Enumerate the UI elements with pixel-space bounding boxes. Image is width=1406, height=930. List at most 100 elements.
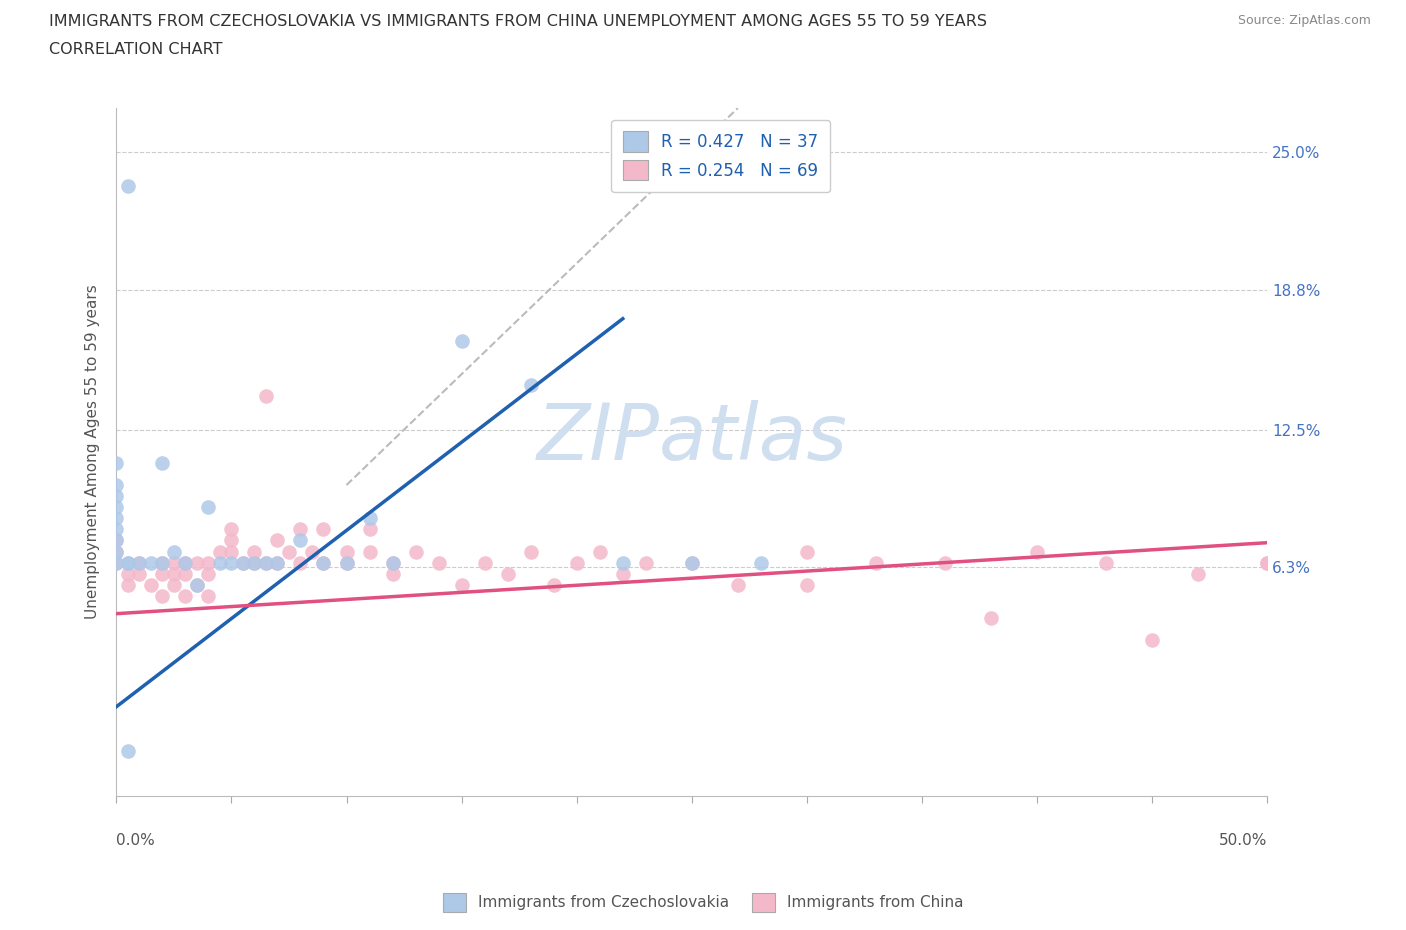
Point (105, 544, 128, 559)
Point (243, 544, 266, 559)
Point (150, 566, 173, 581)
Point (312, 555, 335, 570)
Point (681, 555, 703, 570)
Legend: Immigrants from Czechoslovakia, Immigrants from China: Immigrants from Czechoslovakia, Immigran… (436, 887, 970, 918)
Point (221, 533, 243, 548)
Point (1026, 544, 1049, 559)
Point (197, 555, 219, 570)
Point (254, 555, 277, 570)
Point (208, 544, 231, 559)
Point (128, 566, 150, 581)
Point (565, 555, 588, 570)
Point (232, 555, 254, 570)
Point (254, 389, 277, 404)
Y-axis label: Unemployment Among Ages 55 to 59 years: Unemployment Among Ages 55 to 59 years (86, 285, 100, 619)
Point (381, 555, 404, 570)
Point (221, 555, 243, 570)
Point (519, 378, 541, 392)
Point (266, 555, 288, 570)
Text: 0.0%: 0.0% (117, 833, 155, 848)
Point (186, 578, 208, 592)
Point (749, 555, 772, 570)
Point (105, 499, 128, 514)
Text: 50.0%: 50.0% (1219, 833, 1267, 848)
Point (105, 456, 128, 471)
Point (174, 589, 197, 604)
Text: IMMIGRANTS FROM CZECHOSLOVAKIA VS IMMIGRANTS FROM CHINA UNEMPLOYMENT AMONG AGES : IMMIGRANTS FROM CZECHOSLOVAKIA VS IMMIGR… (49, 14, 987, 29)
Point (381, 566, 404, 581)
Text: Source: ZipAtlas.com: Source: ZipAtlas.com (1237, 14, 1371, 27)
Point (450, 334, 472, 349)
Point (543, 578, 565, 592)
Point (1142, 632, 1164, 647)
Point (266, 533, 288, 548)
Point (727, 578, 749, 592)
Point (865, 555, 887, 570)
Point (105, 533, 128, 548)
Point (197, 566, 219, 581)
Point (359, 522, 381, 537)
Point (1256, 555, 1278, 570)
Point (254, 555, 277, 570)
Point (163, 544, 186, 559)
Point (186, 578, 208, 592)
Point (496, 566, 519, 581)
Point (359, 511, 381, 525)
Point (612, 555, 634, 570)
Point (1095, 555, 1118, 570)
Point (243, 555, 266, 570)
Point (186, 555, 208, 570)
Point (312, 555, 335, 570)
Point (208, 555, 231, 570)
Point (117, 566, 139, 581)
Point (117, 555, 139, 570)
Point (290, 533, 312, 548)
Point (150, 555, 173, 570)
Point (163, 555, 186, 570)
Point (589, 544, 612, 559)
Point (312, 522, 335, 537)
Point (934, 555, 956, 570)
Point (105, 533, 128, 548)
Point (105, 544, 128, 559)
Point (150, 589, 173, 604)
Point (139, 555, 162, 570)
Point (232, 555, 254, 570)
Point (150, 456, 173, 471)
Point (381, 555, 404, 570)
Point (359, 544, 381, 559)
Legend: R = 0.427   N = 37, R = 0.254   N = 69: R = 0.427 N = 37, R = 0.254 N = 69 (612, 120, 830, 193)
Point (197, 589, 219, 604)
Point (105, 555, 128, 570)
Text: ZIPatlas: ZIPatlas (537, 400, 848, 476)
Point (1256, 555, 1278, 570)
Point (128, 555, 150, 570)
Point (519, 544, 541, 559)
Point (335, 555, 357, 570)
Point (150, 555, 173, 570)
Point (266, 555, 288, 570)
Point (1187, 566, 1209, 581)
Point (796, 544, 818, 559)
Point (105, 522, 128, 537)
Point (117, 179, 139, 193)
Point (117, 578, 139, 592)
Point (335, 544, 357, 559)
Point (427, 555, 450, 570)
Point (105, 478, 128, 493)
Point (174, 566, 197, 581)
Text: CORRELATION CHART: CORRELATION CHART (49, 42, 222, 57)
Point (221, 522, 243, 537)
Point (405, 544, 427, 559)
Point (117, 555, 139, 570)
Point (612, 566, 634, 581)
Point (980, 611, 1002, 626)
Point (128, 555, 150, 570)
Point (681, 555, 703, 570)
Point (117, 744, 139, 759)
Point (301, 544, 323, 559)
Point (796, 578, 818, 592)
Point (243, 555, 266, 570)
Point (290, 555, 312, 570)
Point (105, 488, 128, 503)
